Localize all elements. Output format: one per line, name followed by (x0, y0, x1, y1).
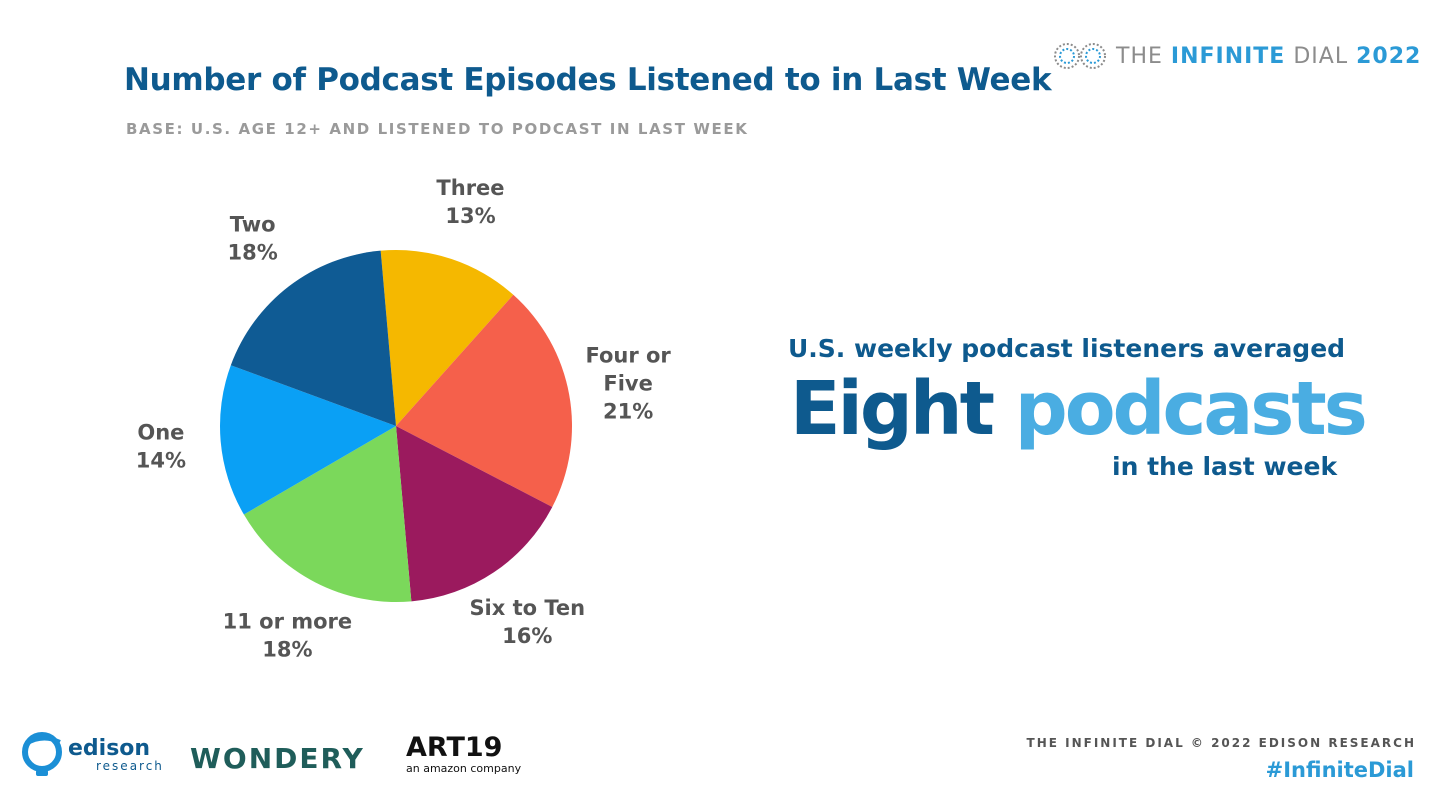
pie-category-label-3: 11 or more (223, 610, 353, 634)
art19-logo: ART19 an amazon company (406, 734, 521, 774)
wondery-logo: WONDERY (190, 742, 365, 775)
pie-value-label-5: 18% (228, 241, 278, 265)
pie-category-label-4: One (137, 421, 184, 445)
pie-labels: Three 13% Four or Five 21% Six to Ten 16% 11 or… (136, 176, 672, 661)
callout-top-line: U.S. weekly podcast listeners averaged (788, 334, 1346, 363)
infinite-dial-brand: THE INFINITE DIAL 2022 (1052, 38, 1421, 74)
pie-value-label-0: 13% (445, 204, 495, 228)
pie-slice-4 (220, 365, 396, 515)
callout-big-word1: Eight (790, 366, 995, 452)
edison-research-logo: edison research (20, 730, 164, 780)
hashtag-link[interactable]: #InfiniteDial (1265, 758, 1414, 782)
pie-slice-0 (380, 250, 514, 426)
callout-big-word2: podcasts (1014, 366, 1368, 452)
art19-sub: an amazon company (406, 762, 522, 775)
pie-slice-5 (230, 250, 396, 426)
pie-value-label-1: 21% (603, 399, 653, 423)
callout-bottom-line: in the last week (1112, 452, 1338, 481)
art19-name: ART19 (406, 732, 503, 763)
callout-headline: Eight podcasts (790, 372, 1368, 446)
pie-category-label-5: Two (230, 213, 276, 237)
chart-subtitle: BASE: U.S. AGE 12+ AND LISTENED TO PODCA… (126, 120, 749, 138)
pie-slice-3 (243, 426, 412, 602)
pie-slice-2 (396, 426, 553, 602)
pie-category-label-0: Three (436, 176, 504, 200)
pie-value-label-3: 18% (262, 638, 312, 662)
pie-slices (220, 250, 572, 602)
edison-bulb-icon (22, 732, 62, 776)
pie-category-label-1: Five (603, 371, 652, 395)
infinite-dial-logo-icon (1054, 43, 1106, 69)
brand-word-the: THE (1116, 43, 1163, 69)
edison-sub: research (96, 759, 164, 773)
pie-value-label-2: 16% (502, 624, 552, 648)
brand-year: 2022 (1356, 43, 1422, 69)
brand-word-infinite: INFINITE (1170, 43, 1286, 69)
pie-category-label-2: Six to Ten (469, 596, 585, 620)
chart-title: Number of Podcast Episodes Listened to i… (124, 62, 1052, 98)
brand-word-dial: DIAL (1293, 43, 1349, 69)
pie-slice-1 (396, 294, 572, 507)
pie-category-label-1: Four or (585, 343, 671, 367)
pie-value-label-4: 14% (136, 449, 186, 473)
edison-name: edison (68, 736, 151, 761)
brand-wordmark: THE INFINITE DIAL 2022 (1116, 44, 1421, 69)
footer-credit: THE INFINITE DIAL © 2022 EDISON RESEARCH (1026, 736, 1416, 750)
